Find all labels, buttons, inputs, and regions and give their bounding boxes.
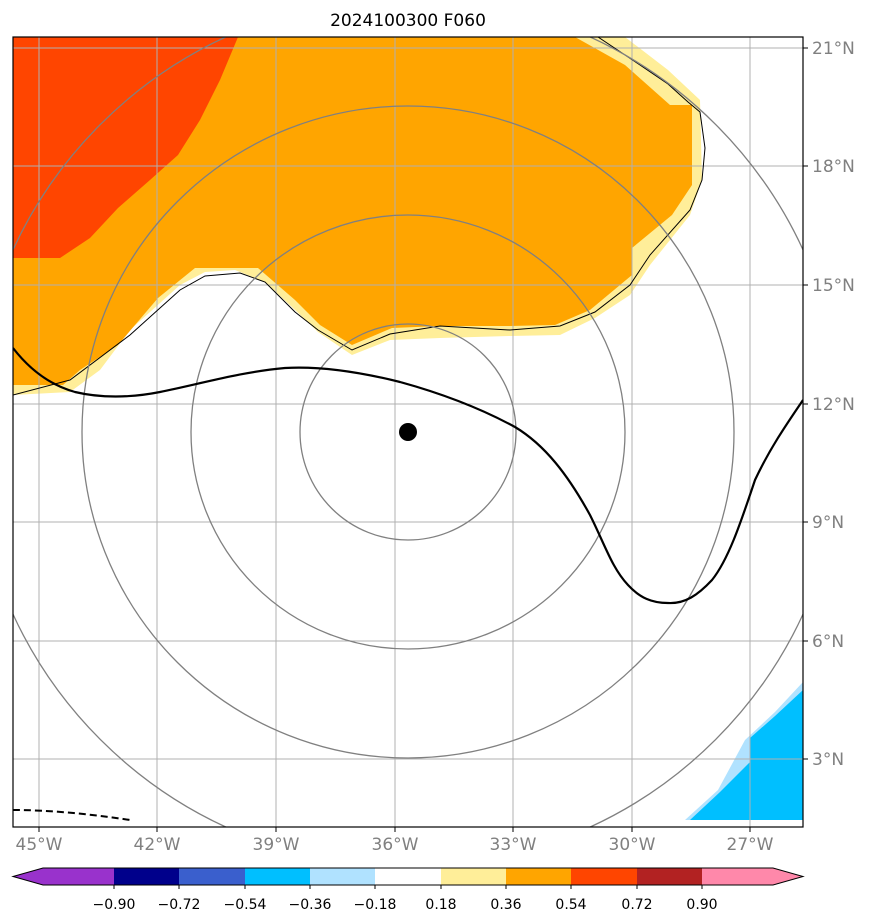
colorbar-segment (506, 868, 571, 885)
colorbar-label: −0.18 (354, 897, 397, 913)
anomaly-very-strong-positive-region (13, 37, 238, 258)
colorbar-segment (179, 868, 245, 885)
colorbar (11, 867, 805, 889)
thick-contour-line (13, 347, 803, 605)
anomaly-contour-line (13, 37, 706, 396)
colorbar-outline (11, 867, 805, 886)
lat-label: 3°N (812, 750, 844, 770)
colorbar-label: 0.36 (490, 897, 521, 913)
colorbar-labels: −0.90 −0.72 −0.54 −0.36 −0.18 0.18 0.36 … (93, 897, 718, 913)
storm-center-marker (399, 423, 417, 441)
colorbar-segment (13, 868, 114, 885)
range-ring-1 (299, 323, 517, 541)
lon-label: 27°W (727, 835, 774, 855)
figure-title: 2024100300 F060 (330, 11, 486, 31)
lon-labels: 45°W 42°W 39°W 36°W 33°W 30°W 27°W (16, 835, 774, 855)
colorbar-segment (637, 868, 702, 885)
colorbar-segment (441, 868, 506, 885)
lon-ticks (38, 827, 751, 832)
lat-label: 21°N (812, 39, 855, 59)
anomaly-negative-region (690, 690, 803, 820)
lon-label: 42°W (134, 835, 181, 855)
lon-label: 33°W (490, 835, 537, 855)
colorbar-segment (245, 868, 310, 885)
lon-label: 45°W (16, 835, 63, 855)
colorbar-segment (571, 868, 637, 885)
colorbar-label: 0.72 (621, 897, 652, 913)
lat-label: 12°N (812, 395, 855, 415)
lon-label: 30°W (609, 835, 656, 855)
lat-ticks (803, 47, 808, 760)
lat-label: 15°N (812, 276, 855, 296)
colorbar-label: 0.54 (555, 897, 586, 913)
colorbar-label: −0.36 (289, 897, 332, 913)
lon-label: 36°W (372, 835, 419, 855)
colorbar-segment (310, 868, 375, 885)
colorbar-segment (375, 868, 441, 885)
lon-label: 39°W (253, 835, 300, 855)
colorbar-segment (114, 868, 179, 885)
range-ring-3 (81, 105, 735, 759)
dashed-contour-line (13, 809, 131, 821)
lat-labels: 21°N 18°N 15°N 12°N 9°N 6°N 3°N (812, 39, 855, 770)
colorbar-label: 0.18 (425, 897, 456, 913)
colorbar-segment (702, 868, 803, 885)
colorbar-label: −0.54 (224, 897, 267, 913)
gridlines (13, 37, 803, 827)
range-ring-2 (190, 214, 626, 650)
colorbar-label: −0.72 (158, 897, 201, 913)
lat-label: 9°N (812, 513, 844, 533)
colorbar-label: −0.90 (93, 897, 136, 913)
range-rings (13, 37, 803, 827)
colorbar-label: 0.90 (686, 897, 717, 913)
lat-label: 6°N (812, 632, 844, 652)
lat-label: 18°N (812, 157, 855, 177)
map-frame (12, 36, 804, 828)
map-area (13, 37, 803, 827)
